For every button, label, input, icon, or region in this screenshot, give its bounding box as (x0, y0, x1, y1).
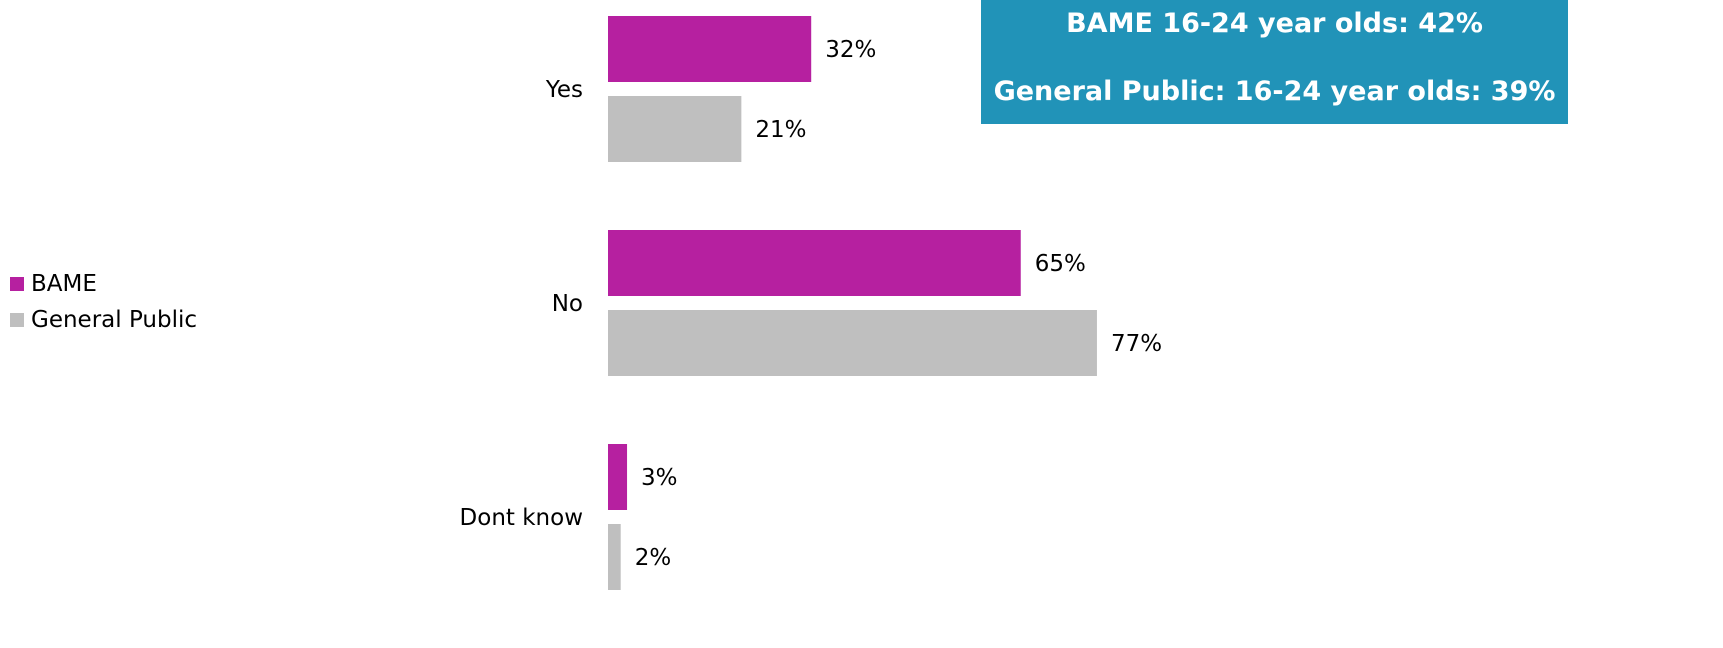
bar-bame-yes (608, 16, 812, 82)
value-label-bame-yes: 32% (825, 37, 876, 63)
legend-swatch-bame (10, 277, 24, 291)
callout-bame-stat: BAME 16-24 year olds: 42% (1066, 8, 1483, 39)
summary-callout-box: BAME 16-24 year olds: 42% General Public… (981, 0, 1568, 124)
value-label-general-public-dont-know: 2% (635, 545, 672, 571)
bar-general-public-dont-know (608, 524, 621, 590)
bar-general-public-yes (608, 96, 742, 162)
legend-label-general-public: General Public (31, 307, 198, 333)
value-label-general-public-yes: 21% (755, 117, 806, 143)
legend-item-general-public: General Public (10, 302, 197, 338)
value-label-bame-dont-know: 3% (641, 465, 678, 491)
callout-general-public-stat: General Public: 16-24 year olds: 39% (993, 76, 1556, 107)
category-label-dont-know: Dont know (460, 505, 583, 531)
bar-bame-no (608, 230, 1021, 296)
legend-item-bame: BAME (10, 266, 197, 302)
value-label-general-public-no: 77% (1111, 331, 1162, 357)
category-label-yes: Yes (545, 77, 583, 103)
legend-label-bame: BAME (31, 271, 97, 297)
bar-bame-dont-know (608, 444, 628, 510)
chart-legend: BAME General Public (10, 266, 197, 338)
bar-general-public-no (608, 310, 1097, 376)
value-label-bame-no: 65% (1035, 251, 1086, 277)
category-label-no: No (552, 291, 583, 317)
legend-swatch-general-public (10, 313, 24, 327)
